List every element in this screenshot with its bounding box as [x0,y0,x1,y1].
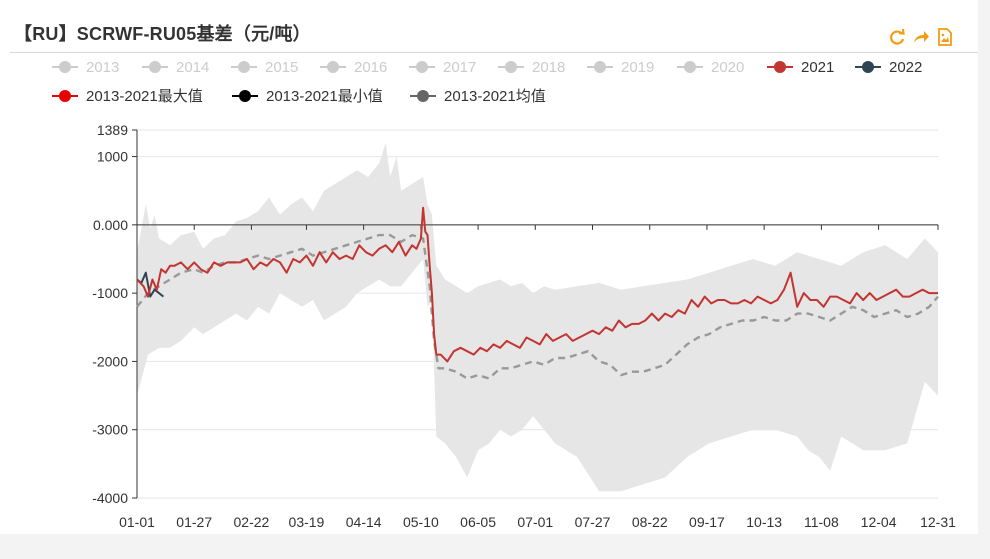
legend-item-2017[interactable]: 2017 [409,59,476,76]
x-tick-label: 01-01 [119,514,155,530]
share-arrow-icon[interactable] [912,28,930,46]
y-tick-label: 0.000 [93,217,128,233]
x-tick-label: 04-14 [346,514,382,530]
legend-item-2019[interactable]: 2019 [587,59,654,76]
x-tick-label: 10-13 [746,514,782,530]
x-tick-label: 09-17 [689,514,725,530]
chart-panel: 【RU】SCRWF-RU05基差（元/吨） 2013 2014 2015 2016 20… [10,24,978,530]
legend-marker [594,61,606,73]
legend-label: 2022 [889,59,922,76]
axes: 1389 1000 0.000 -1000 -2000 -3000 -4000 01-01 01… [92,122,956,530]
legend-marker [327,61,339,73]
legend-item-2016[interactable]: 2016 [320,59,387,76]
legend-marker [59,61,71,73]
basis-chart: 2013 2014 2015 2016 2017 2018 2019 2020 2021 2022… [52,59,956,530]
y-tick-label: -3000 [92,422,128,438]
legend-item-2022[interactable]: 2022 [855,59,922,76]
x-tick-label: 12-04 [861,514,897,530]
x-tick-label: 06-05 [460,514,496,530]
legend-marker [238,61,250,73]
legend-label: 2013 [86,59,119,76]
legend-marker [505,61,517,73]
legend-item-2013-2021最小值[interactable]: 2013-2021最小值 [232,88,383,105]
legend-item-2014[interactable]: 2014 [142,59,209,76]
y-tick-label: -4000 [92,490,128,506]
legend-item-2018[interactable]: 2018 [498,59,565,76]
legend-label: 2016 [354,59,387,76]
legend-item-2015[interactable]: 2015 [231,59,298,76]
x-tick-label: 05-10 [403,514,439,530]
x-tick-label: 07-27 [575,514,611,530]
legend-marker [684,61,696,73]
x-tick-label: 03-19 [289,514,325,530]
legend-label: 2020 [711,59,744,76]
legend-marker [774,61,786,73]
series-lines [136,206,939,380]
legend-item-2013-2021均值[interactable]: 2013-2021均值 [410,88,546,105]
title-divider [10,52,978,53]
legend-marker [149,61,161,73]
x-tick-label: 07-01 [517,514,553,530]
y-tick-label: 1000 [97,149,128,165]
bottom-gutter [0,534,990,559]
legend-marker [59,90,71,102]
toolbox [888,28,954,48]
x-tick-label: 11-08 [804,514,839,530]
series-line-2021 [136,206,938,363]
legend-item-2020[interactable]: 2020 [677,59,744,76]
right-gutter [978,0,990,559]
chart-title: 【RU】SCRWF-RU05基差（元/吨） [14,24,311,44]
save-image-icon[interactable] [936,28,954,46]
legend-label: 2013-2021最大值 [86,88,203,105]
legend-marker [416,61,428,73]
legend-label: 2013-2021均值 [444,88,546,105]
legend-label: 2017 [443,59,476,76]
y-tick-label: 1389 [97,122,128,138]
x-tick-label: 08-22 [632,514,668,530]
legend: 2013 2014 2015 2016 2017 2018 2019 2020 2021 2022… [52,59,922,105]
legend-label: 2014 [176,59,209,76]
band-area [137,142,938,492]
x-tick-label: 02-22 [234,514,270,530]
legend-label: 2013-2021最小值 [266,88,383,105]
legend-marker [417,90,429,102]
refresh-icon[interactable] [888,28,906,46]
legend-label: 2019 [621,59,654,76]
legend-label: 2021 [801,59,834,76]
y-tick-label: -1000 [92,285,128,301]
x-tick-label: 12-31 [920,514,956,530]
legend-label: 2015 [265,59,298,76]
legend-label: 2018 [532,59,565,76]
max-min-band [137,142,938,492]
legend-item-2013[interactable]: 2013 [52,59,119,76]
legend-item-2021[interactable]: 2021 [767,59,834,76]
series-line-2013-2021均值 [136,233,939,380]
legend-marker [239,90,251,102]
x-tick-label: 01-27 [176,514,212,530]
legend-marker [862,61,874,73]
legend-item-2013-2021最大值[interactable]: 2013-2021最大值 [52,88,203,105]
y-tick-label: -2000 [92,353,128,369]
